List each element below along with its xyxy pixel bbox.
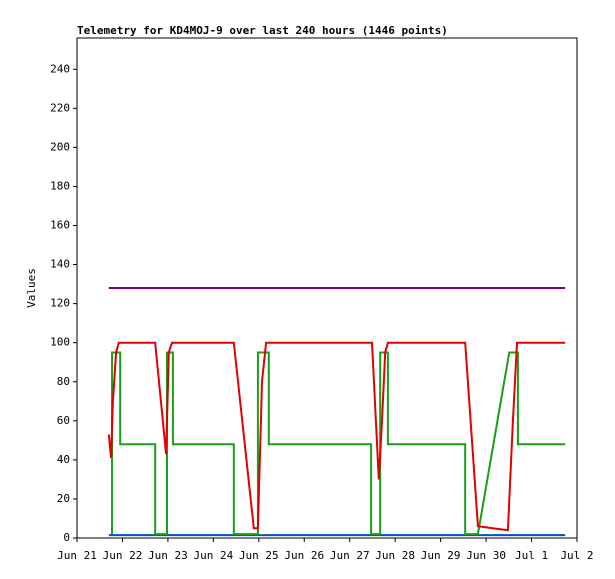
x-tick-label: Jun 30 (466, 549, 506, 562)
x-tick-label: Jul 2 (560, 549, 593, 562)
x-tick-label: Jun 21 (57, 549, 97, 562)
y-tick-label: 100 (50, 336, 70, 349)
y-tick-label: 180 (50, 179, 70, 192)
y-tick-label: 160 (50, 219, 70, 232)
plot-frame (76, 37, 578, 539)
series-line (111, 351, 566, 536)
y-tick-label: 140 (50, 258, 70, 271)
y-tick-label: 120 (50, 297, 70, 310)
series-line (107, 341, 566, 532)
x-tick-label: Jun 26 (284, 549, 324, 562)
x-tick-label: Jun 29 (421, 549, 461, 562)
x-tick-label: Jul 1 (515, 549, 548, 562)
x-tick-label: Jun 22 (103, 549, 143, 562)
x-tick-label: Jun 28 (375, 549, 415, 562)
chart-title: Telemetry for KD4MOJ-9 over last 240 hou… (77, 24, 448, 37)
y-tick-label: 20 (57, 492, 70, 505)
y-tick-label: 60 (57, 414, 70, 427)
y-tick-label: 220 (50, 101, 70, 114)
x-tick-label: Jun 27 (330, 549, 370, 562)
x-tick-label: Jun 25 (239, 549, 279, 562)
y-tick-label: 40 (57, 453, 70, 466)
y-tick-label: 240 (50, 62, 70, 75)
y-tick-label: 0 (63, 531, 70, 544)
x-tick-label: Jun 23 (148, 549, 188, 562)
x-tick-label: Jun 24 (193, 549, 233, 562)
y-tick-label: 80 (57, 375, 70, 388)
y-tick-label: 200 (50, 140, 70, 153)
y-axis-label: Values (25, 268, 38, 308)
